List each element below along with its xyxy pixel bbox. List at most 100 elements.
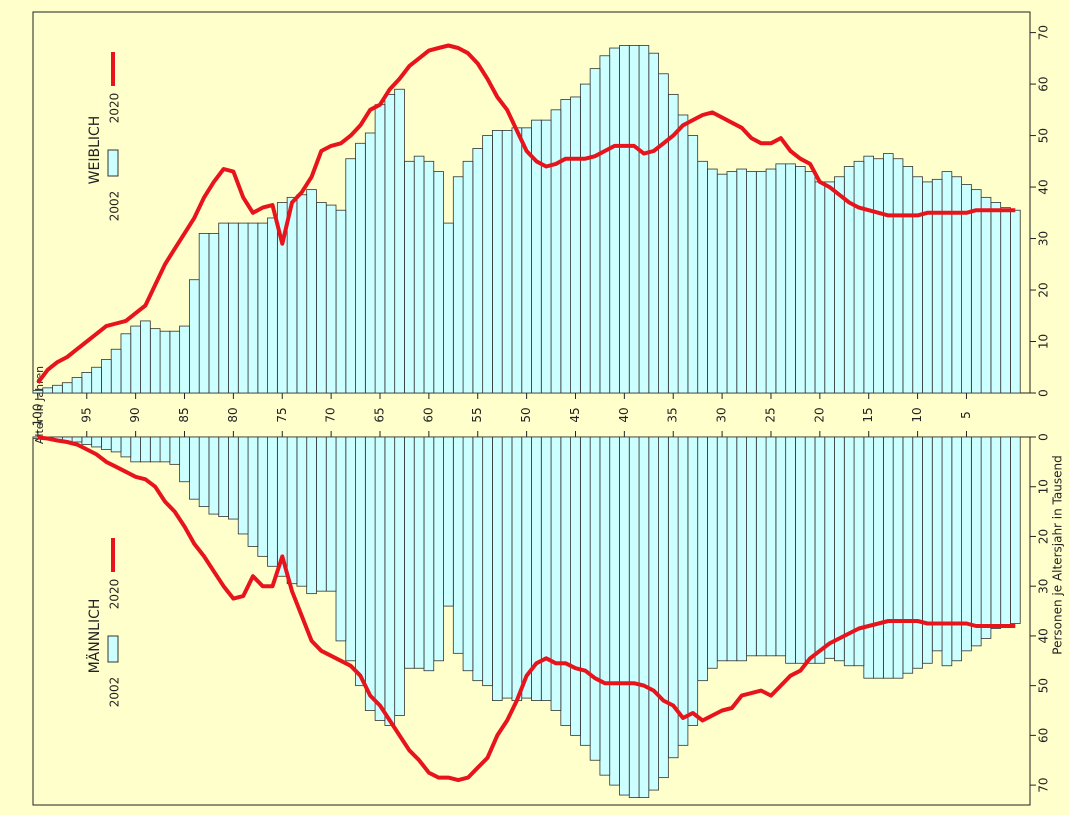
x-tick-label: 85: [177, 407, 191, 422]
bar: [110, 348, 122, 394]
bar: [726, 171, 738, 394]
bar: [208, 232, 220, 394]
bar: [462, 436, 474, 672]
bar: [364, 132, 376, 394]
bar: [599, 436, 611, 776]
bar: [443, 222, 454, 394]
bar: [1000, 207, 1011, 394]
bar: [540, 119, 552, 394]
bar: [677, 436, 689, 746]
bar: [140, 436, 151, 463]
bar: [384, 436, 396, 726]
bar: [902, 166, 914, 394]
bar: [472, 436, 484, 682]
bar: [32, 390, 44, 394]
x-tick-label: 80: [226, 407, 240, 422]
bar: [482, 135, 493, 394]
bar: [413, 436, 425, 669]
bar: [188, 436, 200, 500]
bar: [970, 189, 982, 394]
bar: [961, 436, 972, 652]
bar: [677, 114, 689, 394]
x-tick-label: 40: [617, 407, 631, 422]
bar: [433, 171, 444, 394]
bar: [501, 436, 513, 699]
bar: [384, 93, 396, 394]
bar: [345, 436, 356, 662]
bar: [140, 320, 151, 394]
y-axis-label: Personen je Altersjahr in Tausend: [1051, 455, 1065, 654]
bar: [169, 436, 181, 465]
bar: [863, 155, 875, 394]
bar: [394, 436, 405, 716]
bar: [443, 436, 454, 607]
bar: [433, 436, 444, 662]
bar: [355, 142, 366, 394]
bar: [560, 99, 571, 394]
bar: [834, 176, 845, 394]
bar: [228, 436, 239, 520]
x-tick-label: 75: [275, 407, 289, 422]
bar: [452, 436, 464, 654]
bar: [482, 436, 493, 687]
bar: [589, 68, 601, 394]
bar: [980, 436, 992, 639]
bar: [423, 436, 435, 672]
bar: [990, 202, 1002, 394]
x-tick-label: 20: [812, 407, 826, 422]
x-tick-label: 70: [324, 407, 338, 422]
y-tick-label: 50: [1037, 678, 1051, 693]
bar: [824, 181, 835, 394]
bar: [71, 436, 83, 443]
x-tick-label: 55: [470, 407, 484, 422]
bar: [267, 436, 278, 567]
bar: [61, 382, 73, 394]
bar: [834, 436, 845, 662]
bar: [658, 73, 669, 394]
y-tick-label: 70: [1037, 777, 1051, 792]
bar: [101, 436, 112, 450]
x-tick-label: 100: [30, 404, 44, 427]
bar: [609, 47, 620, 394]
bar: [179, 325, 190, 394]
bar: [638, 436, 650, 798]
bar: [413, 155, 425, 394]
y-tick-label: 50: [1037, 128, 1051, 143]
bar: [716, 173, 728, 394]
bar: [247, 222, 259, 394]
bar: [149, 328, 161, 394]
legend-label: 2002: [108, 191, 122, 222]
bar: [42, 387, 53, 394]
bar: [570, 436, 581, 736]
bar: [296, 436, 308, 587]
line: [36, 43, 1016, 384]
bar: [765, 168, 777, 394]
bar: [355, 436, 366, 687]
bar: [560, 436, 571, 726]
bar: [853, 160, 865, 394]
bar: [941, 171, 953, 394]
bar: [325, 436, 337, 592]
bar: [824, 436, 835, 659]
bar: [873, 436, 884, 679]
bar: [159, 436, 171, 463]
bar: [716, 436, 728, 662]
bar: [736, 168, 747, 394]
bar: [755, 436, 767, 657]
bar: [619, 436, 630, 796]
bar: [345, 158, 356, 394]
bar: [550, 436, 562, 711]
bar: [892, 158, 904, 394]
bar: [228, 222, 239, 394]
bar: [570, 96, 581, 394]
bar: [658, 436, 669, 779]
bar: [687, 436, 699, 726]
bar: [961, 184, 972, 394]
bar: [325, 204, 337, 394]
y-tick-label: 60: [1037, 76, 1051, 91]
bar: [902, 436, 914, 674]
y-tick-label: 70: [1037, 25, 1051, 40]
bar: [521, 436, 532, 699]
bar: [931, 436, 943, 652]
bar: [179, 436, 190, 483]
